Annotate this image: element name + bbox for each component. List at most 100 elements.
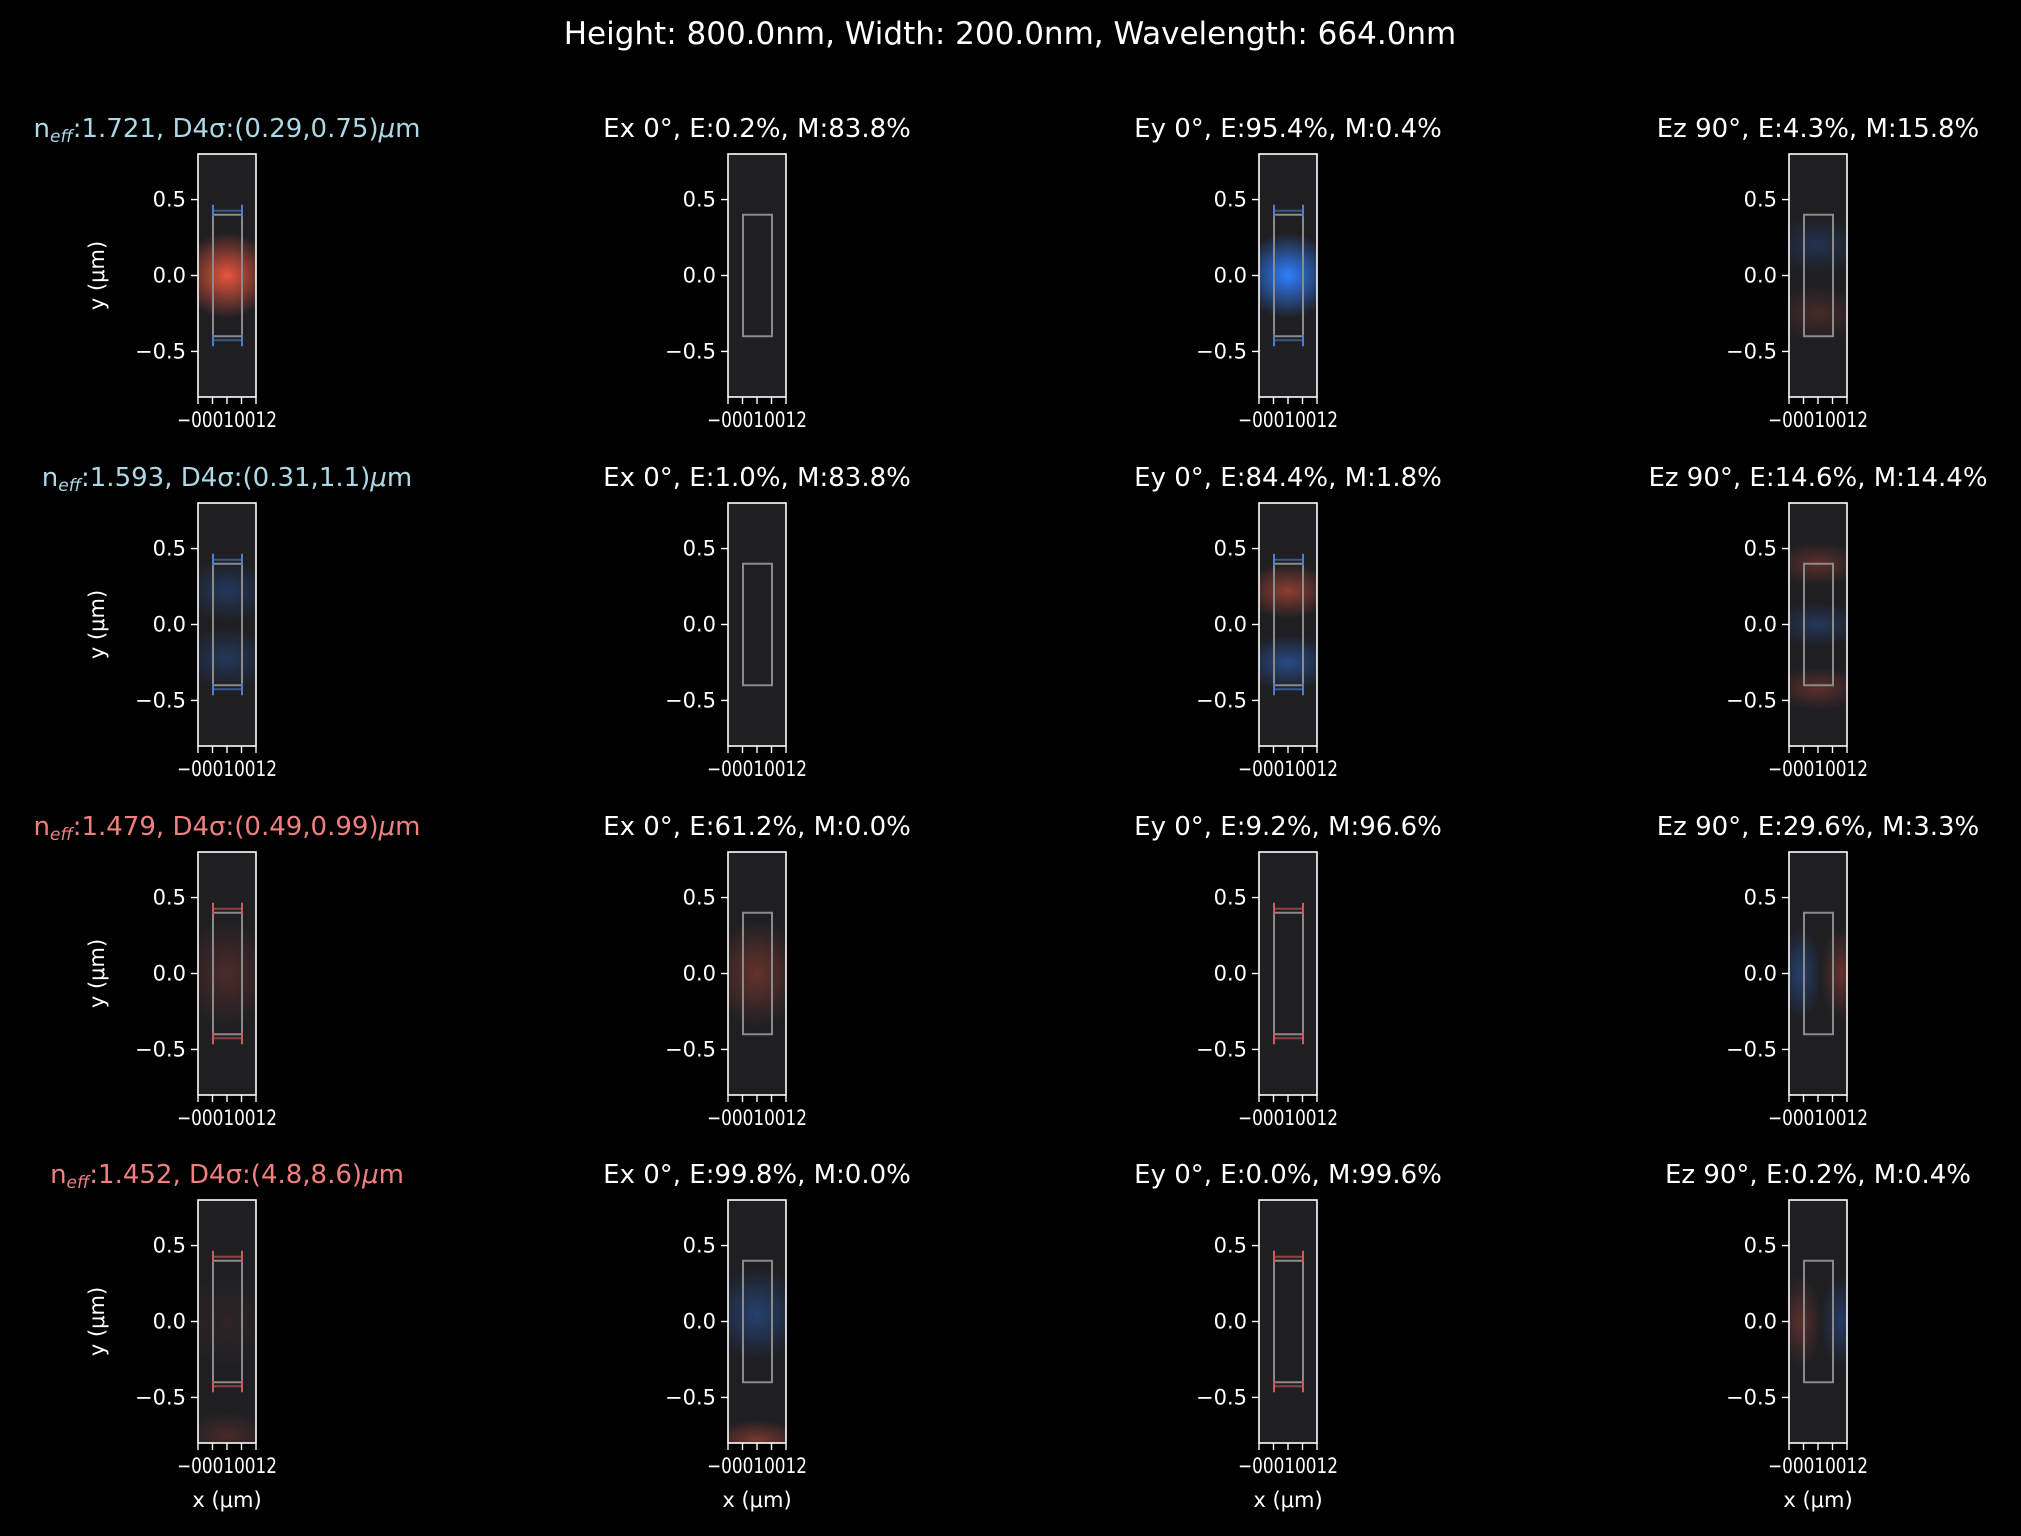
field-panel-1-1: 0.5 0.0 −0.5 −00010012 neff:1.721, D4σ:(0.29…: [34, 114, 421, 432]
field-panel-3-2: 0.5 0.0 −0.5 −00010012 Ex 0°, E:61.2%, M:0.0…: [603, 812, 911, 1130]
y-tick-label: 0.5: [1744, 188, 1777, 212]
y-tick-label: −0.5: [1196, 339, 1247, 363]
y-tick-label: −0.5: [1196, 1385, 1247, 1409]
x-tick-labels: −00010012: [1768, 757, 1868, 781]
field-lobe: [198, 1412, 256, 1443]
component-title: Ez 90°, E:0.2%, M:0.4%: [1665, 1160, 1971, 1190]
waveguide-core-outline: [742, 562, 773, 687]
y-tick-label: −0.5: [1196, 688, 1247, 712]
x-tick-labels: −00010012: [1768, 408, 1868, 432]
component-title: Ey 0°, E:84.4%, M:1.8%: [1134, 463, 1442, 493]
panel-background: [1789, 154, 1847, 397]
y-tick-label: −0.5: [1196, 1037, 1247, 1061]
waveguide-core-outline: [212, 911, 243, 1036]
y-tick-label: 0.5: [1214, 1234, 1247, 1258]
y-tick-label: −0.5: [135, 339, 186, 363]
x-tick-labels: −00010012: [1768, 1454, 1868, 1478]
y-tick-label: −0.5: [1726, 688, 1777, 712]
field-panel-2-2: 0.5 0.0 −0.5 −00010012 Ex 0°, E:1.0%, M:83.8…: [603, 463, 911, 781]
field-panel-4-3: 0.5 0.0 −0.5 −00010012 Ey 0°, E:0.0%, M:99.6…: [1134, 1160, 1442, 1512]
y-tick-label: −0.5: [665, 688, 716, 712]
component-title: Ex 0°, E:1.0%, M:83.8%: [603, 463, 911, 493]
panel-background: [1259, 1200, 1317, 1443]
y-axis-label: y (μm): [85, 241, 109, 310]
d4sigma-markers: [1273, 902, 1304, 1045]
field-panel-3-3: 0.5 0.0 −0.5 −00010012 Ey 0°, E:9.2%, M:96.6…: [1134, 812, 1442, 1130]
y-tick-label: 0.0: [683, 264, 716, 288]
waveguide-core-outline: [742, 213, 773, 338]
d4sigma-markers: [1273, 1250, 1304, 1393]
y-tick-label: −0.5: [1726, 339, 1777, 363]
y-tick-label: 0.0: [1744, 1310, 1777, 1334]
y-tick-label: 0.5: [683, 188, 716, 212]
y-tick-label: 0.5: [1214, 537, 1247, 561]
mode-title: neff:1.452, D4σ:(4.8,8.6)μm: [50, 1160, 404, 1193]
panel-grid: 0.5 0.0 −0.5 −00010012 neff:1.721, D4σ:(0.29…: [34, 114, 1988, 1512]
y-tick-label: 0.0: [153, 264, 186, 288]
x-tick-labels: −00010012: [707, 1454, 807, 1478]
field-panel-2-4: 0.5 0.0 −0.5 −00010012 Ez 90°, E:14.6%, M:14…: [1648, 463, 1987, 781]
y-tick-label: 0.0: [1214, 613, 1247, 637]
field-panel-4-2: 0.5 0.0 −0.5 −00010012 Ex 0°, E:99.8%, M:0.0…: [603, 1160, 911, 1512]
component-title: Ey 0°, E:95.4%, M:0.4%: [1134, 114, 1442, 144]
x-tick-labels: −00010012: [177, 408, 277, 432]
y-axis-label: y (μm): [85, 1287, 109, 1356]
y-tick-label: 0.0: [1744, 962, 1777, 986]
x-tick-labels: −00010012: [707, 757, 807, 781]
y-tick-label: 0.5: [153, 1234, 186, 1258]
d4sigma-markers: [212, 902, 243, 1045]
y-tick-label: −0.5: [665, 1385, 716, 1409]
waveguide-core-outline: [1273, 213, 1304, 338]
field-panel-3-1: 0.5 0.0 −0.5 −00010012 neff:1.479, D4σ:(0.49…: [34, 812, 421, 1130]
component-title: Ez 90°, E:29.6%, M:3.3%: [1657, 812, 1980, 842]
component-title: Ex 0°, E:0.2%, M:83.8%: [603, 114, 911, 144]
y-tick-label: 0.0: [1744, 264, 1777, 288]
waveguide-core-outline: [1803, 562, 1834, 687]
field-panel-1-4: 0.5 0.0 −0.5 −00010012 Ez 90°, E:4.3%, M:15.…: [1657, 114, 1980, 432]
waveguide-core-outline: [1803, 1259, 1834, 1384]
y-tick-label: −0.5: [135, 1385, 186, 1409]
y-tick-label: −0.5: [135, 688, 186, 712]
y-tick-label: 0.0: [1214, 962, 1247, 986]
field-panel-2-3: 0.5 0.0 −0.5 −00010012 Ey 0°, E:84.4%, M:1.8…: [1134, 463, 1442, 781]
waveguide-core-outline: [742, 1259, 773, 1384]
figure-suptitle: Height: 800.0nm, Width: 200.0nm, Wavelen…: [564, 16, 1457, 52]
field-panel-4-4: 0.5 0.0 −0.5 −00010012 Ez 90°, E:0.2%, M:0.4…: [1665, 1160, 1971, 1512]
y-tick-label: 0.0: [153, 962, 186, 986]
component-title: Ey 0°, E:9.2%, M:96.6%: [1134, 812, 1442, 842]
y-axis-label: y (μm): [85, 590, 109, 659]
field-panel-4-1: 0.5 0.0 −0.5 −00010012 neff:1.452, D4σ:(4.8,…: [50, 1160, 404, 1512]
y-tick-label: 0.5: [153, 886, 186, 910]
y-tick-label: 0.0: [153, 613, 186, 637]
x-tick-labels: −00010012: [1238, 1454, 1338, 1478]
y-tick-label: 0.5: [153, 188, 186, 212]
field-panel-2-1: 0.5 0.0 −0.5 −00010012 neff:1.593, D4σ:(0.31…: [42, 463, 412, 781]
x-tick-labels: −00010012: [1238, 757, 1338, 781]
panel-background: [728, 154, 786, 397]
d4sigma-markers: [1273, 553, 1304, 696]
field-lobe: [728, 1420, 786, 1443]
mode-title: neff:1.593, D4σ:(0.31,1.1)μm: [42, 463, 412, 496]
y-tick-label: 0.5: [683, 1234, 716, 1258]
x-tick-labels: −00010012: [1768, 1106, 1868, 1130]
x-axis-label: x (μm): [722, 1488, 791, 1512]
y-tick-label: −0.5: [135, 1037, 186, 1061]
y-tick-label: 0.5: [683, 886, 716, 910]
x-axis-label: x (μm): [1253, 1488, 1322, 1512]
waveguide-core-outline: [1273, 1259, 1304, 1384]
x-tick-labels: −00010012: [1238, 408, 1338, 432]
y-tick-label: 0.5: [1214, 188, 1247, 212]
x-tick-labels: −00010012: [707, 408, 807, 432]
y-tick-label: 0.0: [683, 613, 716, 637]
panel-background: [198, 503, 256, 746]
component-title: Ex 0°, E:99.8%, M:0.0%: [603, 1160, 911, 1190]
y-tick-label: 0.0: [1214, 1310, 1247, 1334]
x-tick-labels: −00010012: [177, 757, 277, 781]
y-tick-label: 0.0: [683, 1310, 716, 1334]
d4sigma-markers: [212, 1250, 243, 1393]
y-tick-label: −0.5: [1726, 1037, 1777, 1061]
y-tick-label: 0.0: [1744, 613, 1777, 637]
waveguide-core-outline: [1273, 911, 1304, 1036]
